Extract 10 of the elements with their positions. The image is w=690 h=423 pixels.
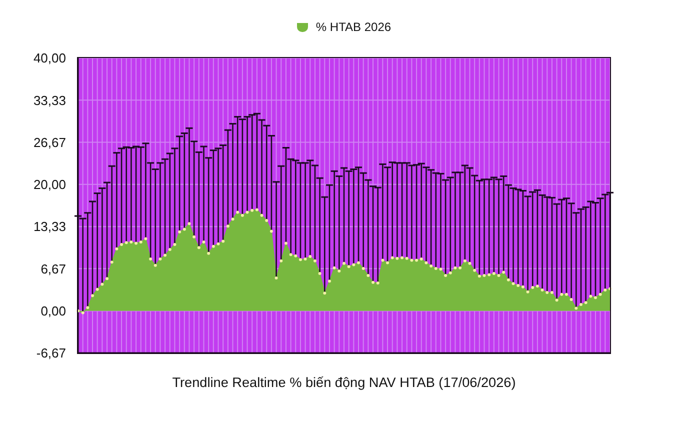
y-tick-label: 6,67 [40,261,66,276]
y-tick-label: 13,33 [33,219,66,234]
y-tick-label: 20,00 [33,177,66,192]
y-tick-label: 26,67 [33,134,66,150]
y-tick-label: 40,00 [33,50,66,66]
y-tick-label: 0,00 [40,303,66,318]
legend-label: % HTAB 2026 [316,20,392,34]
y-tick-label: 33,33 [33,92,66,108]
x-axis-title: Trendline Realtime % biến động NAV HTAB (17/06/2026) [172,374,516,390]
y-tick-label: -6,67 [36,346,66,361]
